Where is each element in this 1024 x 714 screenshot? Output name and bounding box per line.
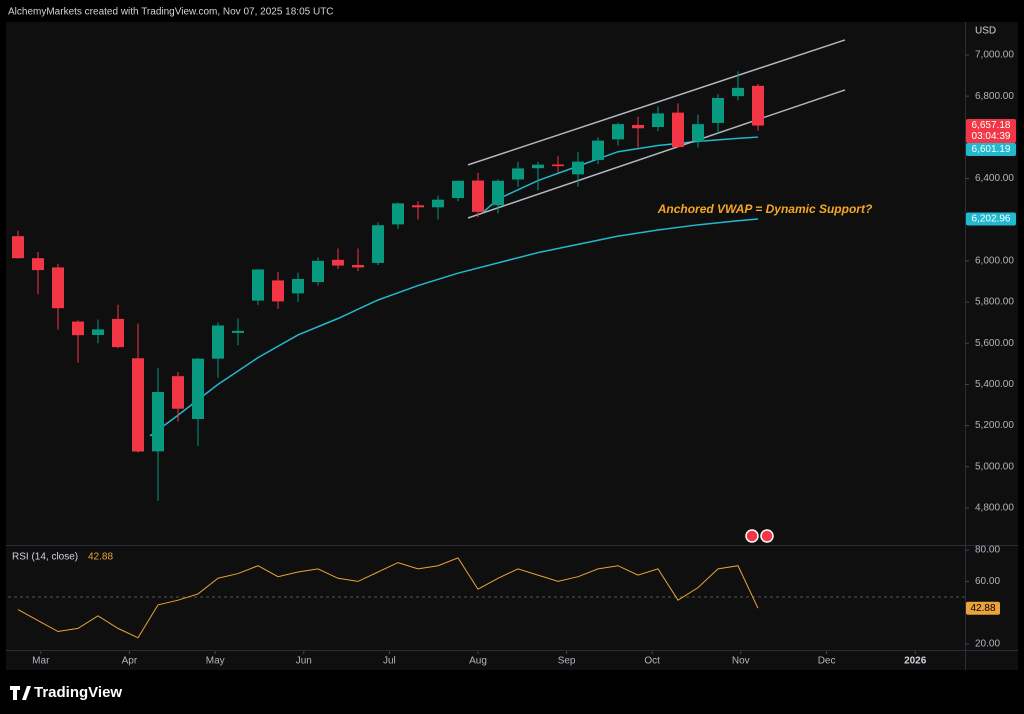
countdown: 03:04:39 [972, 131, 1011, 142]
candle-body [632, 124, 644, 129]
candle-body [672, 112, 684, 147]
brand-icon [10, 686, 31, 700]
event-icons[interactable] [745, 529, 774, 543]
y-tick-label: 80.00 [975, 545, 1000, 556]
price-label-box [966, 212, 1016, 226]
candle-body [452, 180, 464, 199]
candle-body [92, 329, 104, 335]
candle-body [592, 140, 604, 160]
x-tick-label: Aug [469, 656, 487, 667]
candle-body [732, 87, 744, 97]
y-tick-label: 5,400.00 [975, 379, 1014, 390]
rsi-title: RSI (14, close) [12, 552, 78, 563]
candle-body [332, 259, 344, 266]
candle-body [532, 164, 544, 169]
x-tick-label: Oct [644, 656, 660, 667]
y-tick-label: 20.00 [975, 639, 1000, 650]
candle-body [52, 267, 64, 309]
x-tick-label: Dec [818, 656, 836, 667]
candle-body [392, 203, 404, 225]
candle-body [712, 97, 724, 123]
candle-body [32, 258, 44, 271]
overlay-line [483, 136, 759, 212]
x-tick-label: 2026 [904, 656, 927, 667]
candle-body [292, 278, 304, 294]
candle-body [172, 376, 184, 409]
candle-body [512, 168, 524, 180]
candle-body [212, 325, 224, 359]
candle-body [72, 321, 84, 336]
candle-body [372, 225, 384, 263]
value-label: 42.88 [970, 603, 995, 614]
annotation: Anchored VWAP = Dynamic Support? [657, 202, 873, 216]
candle-body [752, 85, 764, 126]
overlay-line [467, 39, 846, 166]
y-tick-label: 5,200.00 [975, 420, 1014, 431]
x-tick-label: Jun [296, 656, 312, 667]
chart-panel [6, 22, 1018, 670]
price-label-box [966, 143, 1016, 157]
currency: USD [975, 26, 996, 37]
price-label-box [966, 119, 1016, 144]
price-label: 6,657.18 [972, 120, 1011, 131]
x-tick-label: Apr [122, 656, 138, 667]
y-tick-label: 6,000.00 [975, 255, 1014, 266]
y-tick-label: 6,800.00 [975, 91, 1014, 102]
candle-body [652, 113, 664, 128]
candle-body [192, 358, 204, 419]
candle-body [692, 124, 704, 142]
candle-body [232, 330, 244, 333]
candle-body [272, 280, 284, 302]
value-label-box [966, 601, 1000, 615]
y-tick-label: 4,800.00 [975, 503, 1014, 514]
event-icon[interactable] [745, 529, 759, 543]
y-tick-label: 5,600.00 [975, 338, 1014, 349]
candle-body [412, 205, 424, 208]
rsi-line [17, 557, 759, 639]
x-tick-label: May [206, 656, 225, 667]
candle-body [132, 358, 144, 452]
x-tick-label: Jul [383, 656, 396, 667]
candle-body [112, 318, 124, 348]
candle-body [152, 392, 164, 452]
candle-body [572, 161, 584, 175]
candle-body [312, 260, 324, 283]
brand-logo: TradingView [10, 684, 122, 701]
event-icon[interactable] [760, 529, 774, 543]
candle-body [252, 269, 264, 301]
candle-body [432, 199, 444, 208]
y-tick-label: 60.00 [975, 576, 1000, 587]
x-tick-label: Sep [558, 656, 576, 667]
y-tick-label: 6,400.00 [975, 173, 1014, 184]
y-tick-label: 5,000.00 [975, 461, 1014, 472]
y-tick-label: 5,800.00 [975, 297, 1014, 308]
price-label: 6,601.19 [972, 144, 1011, 155]
candle-body [612, 124, 624, 140]
overlay-line [149, 218, 759, 437]
rsi-value: 42.88 [88, 552, 113, 563]
candle-body [12, 236, 24, 259]
brand: TradingView [34, 684, 122, 701]
candle-body [352, 264, 364, 268]
x-tick-label: Mar [32, 656, 50, 667]
price-label: 6,202.96 [972, 214, 1011, 225]
candle-body [472, 180, 484, 212]
x-tick-label: Nov [732, 656, 750, 667]
candle-body [492, 180, 504, 206]
y-tick-label: 7,000.00 [975, 50, 1014, 61]
header: AlchemyMarkets created with TradingView.… [8, 7, 334, 18]
candle-body [552, 164, 564, 167]
overlay-line [467, 89, 846, 219]
